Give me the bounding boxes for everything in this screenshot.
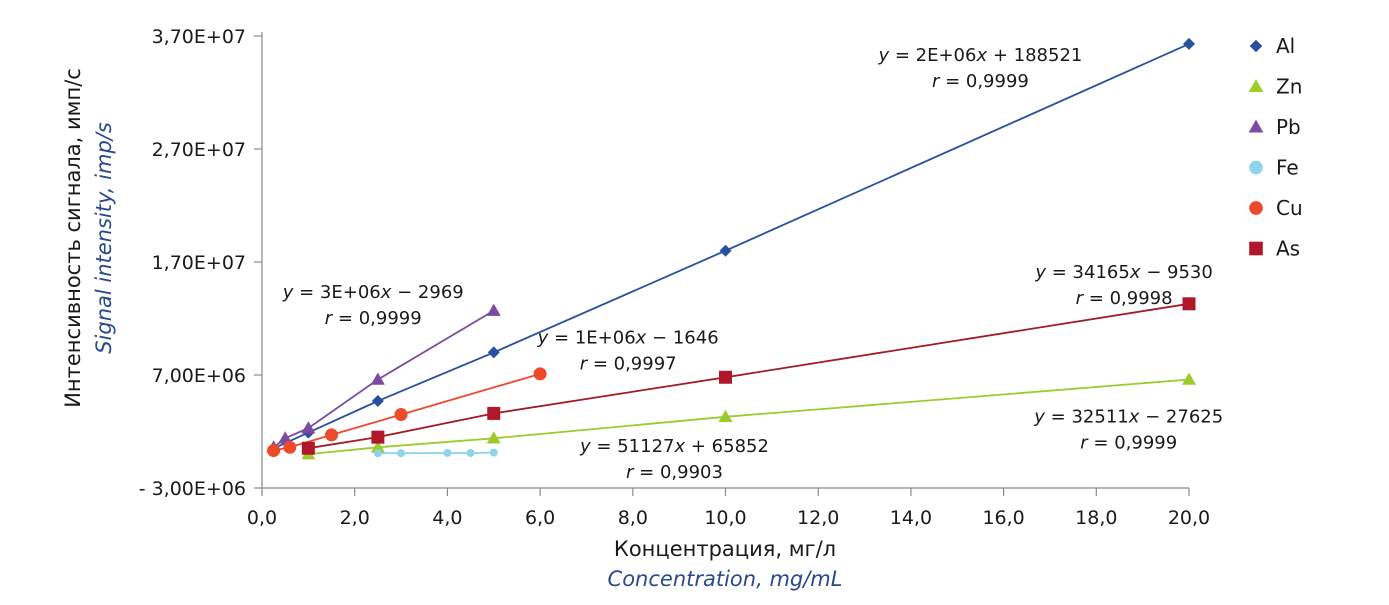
- x-tick-label: 12,0: [797, 507, 839, 529]
- data-point-fe: [397, 449, 406, 458]
- series-line-fe: [377, 451, 494, 455]
- regression-equation: y = 2E+06x + 188521: [877, 45, 1082, 66]
- regression-equation: y = 3E+06x − 2969: [282, 282, 464, 303]
- legend-marker-zn: [1248, 79, 1264, 93]
- correlation-coefficient: r = 0,9903: [626, 462, 723, 483]
- data-point-al: [1183, 37, 1195, 50]
- data-point-fe: [489, 448, 498, 457]
- regression-equation: y = 32511x − 27625: [1033, 406, 1223, 427]
- equation-annotations: y = 2E+06x + 188521 r = 0,9999 y = 34165x …: [282, 45, 1223, 483]
- x-tick-label: 14,0: [890, 507, 932, 529]
- data-point-cu: [394, 408, 408, 422]
- data-point-cu: [283, 440, 297, 454]
- legend: Al Zn Pb Fe Cu As: [1248, 34, 1303, 261]
- legend-marker-al: [1249, 39, 1263, 53]
- x-axis-label: Концентрация, мг/л: [614, 537, 836, 561]
- data-point-as: [1182, 297, 1196, 311]
- series-points: [266, 37, 1196, 460]
- y-tick-label: 7,00E+06: [152, 365, 246, 387]
- x-tick-label: 10,0: [704, 507, 746, 529]
- data-point-zn: [1182, 372, 1196, 385]
- data-point-fe: [373, 449, 382, 458]
- data-point-as: [301, 441, 315, 455]
- data-point-zn: [718, 409, 733, 423]
- legend-label-as: As: [1276, 237, 1300, 261]
- data-point-al: [371, 394, 384, 407]
- data-point-as: [487, 406, 501, 420]
- data-point-zn: [486, 431, 501, 444]
- regression-equation: y = 51127x + 65852: [579, 436, 769, 457]
- data-point-fe: [466, 448, 475, 457]
- legend-marker-cu: [1249, 201, 1263, 215]
- x-tick-label: 0,0: [247, 507, 277, 529]
- x-tick-label: 20,0: [1168, 507, 1210, 529]
- x-tick-label: 6,0: [525, 507, 555, 529]
- data-point-pb: [370, 372, 385, 385]
- x-tick-label: 18,0: [1075, 507, 1117, 529]
- y-tick-label: 2,70E+07: [152, 139, 246, 161]
- axes: - 3,00E+06 7,00E+06 1,70E+07 2,70E+07 3,70E+…: [139, 26, 1210, 529]
- legend-marker-as: [1249, 241, 1263, 256]
- regression-equation: y = 34165x − 9530: [1034, 262, 1212, 283]
- legend-marker-fe: [1249, 160, 1263, 175]
- data-point-zn: [370, 440, 385, 453]
- correlation-coefficient: r = 0,9999: [1080, 432, 1177, 453]
- x-tick-label: 4,0: [432, 507, 462, 529]
- legend-label-pb: Pb: [1276, 115, 1301, 139]
- data-point-cu: [325, 428, 339, 442]
- data-point-pb: [301, 421, 316, 434]
- x-tick-label: 2,0: [340, 507, 370, 529]
- series-lines: [273, 43, 1190, 455]
- legend-label-zn: Zn: [1276, 75, 1302, 99]
- y-tick-label: - 3,00E+06: [139, 478, 246, 500]
- y-tick-label: 1,70E+07: [152, 252, 246, 274]
- legend-label-fe: Fe: [1276, 156, 1299, 180]
- correlation-coefficient: r = 0,9999: [932, 71, 1029, 92]
- regression-equation: y = 1E+06x − 1646: [537, 327, 719, 348]
- data-point-al: [487, 346, 500, 359]
- y-axis-label-en: Signal intensity, imp/s: [92, 122, 116, 354]
- legend-label-al: Al: [1276, 34, 1295, 58]
- data-point-as: [371, 430, 385, 444]
- data-point-pb: [486, 303, 501, 316]
- x-tick-label: 8,0: [618, 507, 648, 529]
- correlation-coefficient: r = 0,9998: [1076, 288, 1173, 309]
- y-axis-label: Интенсивность сигнала, имп/с: [61, 68, 85, 408]
- legend-label-cu: Cu: [1276, 196, 1303, 220]
- data-point-fe: [443, 448, 452, 457]
- correlation-coefficient: r = 0,9997: [580, 353, 677, 374]
- data-point-as: [719, 370, 732, 384]
- data-point-cu: [533, 367, 547, 381]
- data-point-al: [719, 244, 732, 257]
- legend-marker-pb: [1248, 119, 1264, 133]
- x-axis-label-en: Concentration, mg/mL: [608, 567, 843, 591]
- x-tick-label: 16,0: [982, 507, 1024, 529]
- y-tick-label: 3,70E+07: [152, 26, 246, 48]
- data-point-pb: [278, 431, 293, 444]
- correlation-coefficient: r = 0,9999: [325, 308, 422, 329]
- series-line-al: [273, 43, 1190, 450]
- data-point-cu: [267, 443, 281, 457]
